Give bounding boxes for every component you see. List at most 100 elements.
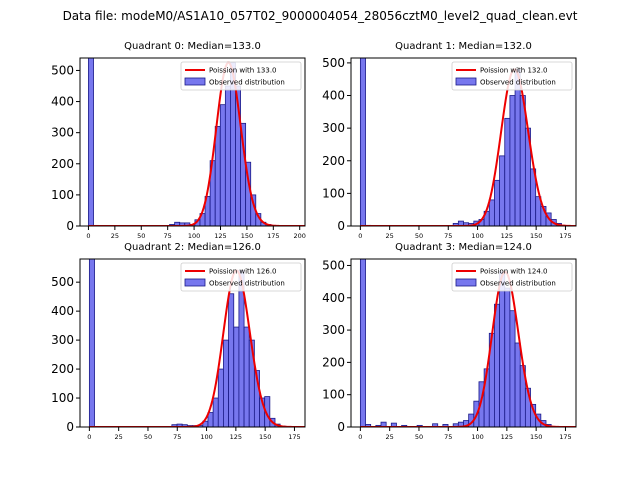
x-tick-label: 0 — [86, 232, 90, 240]
histogram-bar — [509, 95, 516, 226]
histogram-bar — [88, 259, 95, 427]
x-tick-label: 75 — [173, 433, 181, 441]
y-tick-label: 0 — [337, 219, 345, 233]
x-tick-label: 25 — [386, 433, 394, 441]
y-tick-label: 0 — [66, 420, 74, 434]
y-tick-label: 200 — [51, 362, 74, 376]
y-tick-label: 300 — [322, 323, 345, 337]
x-tick-label: 175 — [288, 433, 300, 441]
x-tick-label: 150 — [259, 433, 271, 441]
y-tick-label: 400 — [322, 291, 345, 305]
histogram-bar — [212, 397, 219, 427]
histogram-bar — [359, 58, 366, 226]
y-tick-label: 100 — [51, 391, 74, 405]
legend-poisson-label: Poission with 132.0 — [480, 67, 548, 75]
x-tick-label: 100 — [471, 433, 483, 441]
panel-title: Quadrant 1: Median=132.0 — [395, 41, 532, 52]
x-tick-label: 25 — [111, 232, 119, 240]
legend-poisson-label: Poission with 133.0 — [209, 67, 277, 75]
histogram-bar — [219, 104, 226, 226]
panel-title: Quadrant 0: Median=133.0 — [124, 41, 261, 52]
y-tick-label: 400 — [51, 304, 74, 318]
panel-title: Quadrant 2: Median=126.0 — [124, 242, 261, 253]
y-tick-label: 500 — [51, 63, 74, 77]
legend-observed-label: Observed distribution — [209, 79, 285, 87]
poisson-curve — [88, 61, 305, 226]
quadrant-panel-3: 0 100 200 300 400 500 0 25 50 75 100 125 150 175 Quadr… — [322, 242, 577, 441]
histogram-bar — [494, 303, 500, 427]
x-tick-label: 0 — [358, 433, 362, 441]
histogram-bar — [504, 287, 511, 427]
y-tick-label: 0 — [337, 420, 345, 434]
plot-area — [88, 58, 305, 226]
x-tick-label: 125 — [214, 232, 226, 240]
axes-frame — [79, 57, 306, 227]
poisson-curve — [89, 269, 305, 427]
x-tick-label: 50 — [137, 232, 145, 240]
y-tick-label: 100 — [51, 188, 74, 202]
legend: Poission with 133.0 Observed distribution — [180, 61, 302, 91]
y-tick-label: 500 — [322, 258, 345, 272]
legend: Poission with 124.0 Observed distribution — [451, 262, 573, 292]
histogram-bar — [494, 179, 500, 226]
y-tick-label: 400 — [51, 95, 74, 109]
legend-observed-label: Observed distribution — [480, 79, 556, 87]
legend-poisson-label: Poission with 126.0 — [209, 268, 277, 276]
x-tick-label: 75 — [444, 232, 452, 240]
x-tick-label: 100 — [188, 232, 200, 240]
y-tick-label: 0 — [66, 219, 74, 233]
histogram-bar — [88, 58, 94, 226]
x-tick-label: 75 — [164, 232, 172, 240]
legend-box — [451, 262, 573, 292]
histogram-bar — [504, 117, 511, 226]
y-tick-label: 200 — [322, 355, 345, 369]
axes-frame — [350, 57, 577, 227]
histogram-bar — [214, 126, 221, 226]
histogram-bar — [224, 85, 231, 226]
legend-observed-label: Observed distribution — [209, 280, 285, 288]
x-tick-label: 175 — [559, 232, 571, 240]
y-tick-label: 200 — [322, 154, 345, 168]
y-tick-label: 400 — [322, 89, 345, 103]
poisson-curve — [360, 270, 576, 427]
legend-observed-label: Observed distribution — [480, 280, 556, 288]
legend-box — [180, 262, 302, 292]
x-tick-label: 175 — [267, 232, 279, 240]
histogram-bar — [359, 259, 366, 427]
histogram-bar — [499, 155, 506, 226]
histogram-bar — [514, 342, 521, 427]
x-tick-label: 125 — [501, 232, 513, 240]
x-tick-label: 150 — [241, 232, 253, 240]
x-tick-label: 200 — [294, 232, 306, 240]
x-tick-label: 100 — [200, 433, 212, 441]
y-tick-label: 500 — [51, 275, 74, 289]
histogram-bar — [243, 326, 250, 427]
x-tick-label: 25 — [386, 232, 394, 240]
x-tick-label: 50 — [144, 433, 152, 441]
legend: Poission with 132.0 Observed distribution — [451, 61, 573, 91]
legend-observed-swatch — [455, 278, 477, 287]
y-tick-label: 300 — [51, 126, 74, 140]
quadrant-panel-0: 0 100 200 300 400 500 0 25 50 75 100 125 150 175 200 Qu… — [51, 41, 306, 240]
x-tick-label: 150 — [530, 232, 542, 240]
y-tick-label: 100 — [322, 388, 345, 402]
histogram-bar — [499, 271, 506, 427]
histogram-bar — [390, 422, 397, 427]
histogram-bar — [509, 310, 516, 427]
legend-box — [451, 61, 573, 91]
x-tick-label: 175 — [559, 433, 571, 441]
histogram-bar — [217, 368, 224, 427]
legend-observed-swatch — [184, 77, 206, 86]
legend-box — [180, 61, 302, 91]
legend-observed-swatch — [184, 278, 206, 287]
y-tick-label: 100 — [322, 186, 345, 200]
x-tick-label: 25 — [115, 433, 123, 441]
x-tick-label: 0 — [358, 232, 362, 240]
legend-observed-swatch — [455, 77, 477, 86]
plot-area — [359, 259, 576, 427]
x-tick-label: 0 — [87, 433, 91, 441]
histogram-bar — [488, 199, 495, 226]
quadrant-panel-2: 0 100 200 300 400 500 0 25 50 75 100 125 150 175 Quadr… — [51, 242, 306, 441]
